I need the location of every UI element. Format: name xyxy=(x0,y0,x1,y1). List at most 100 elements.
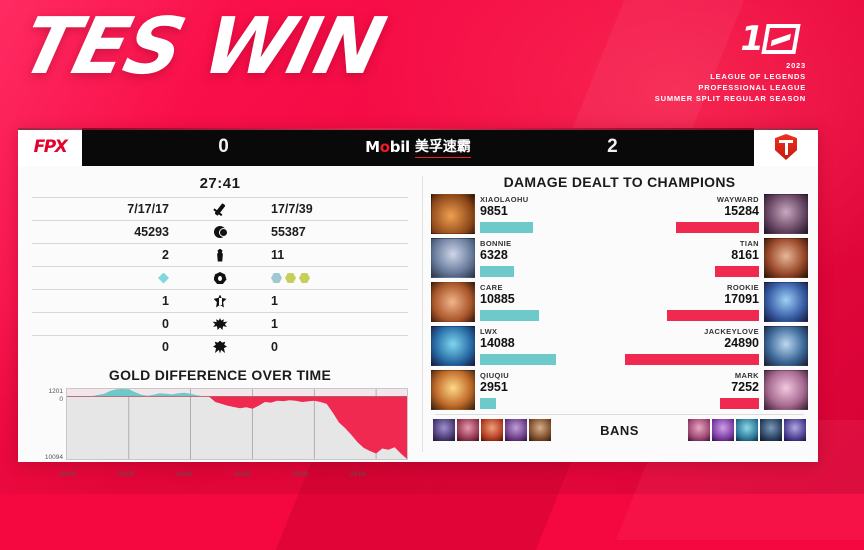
left-team-score: 0 xyxy=(82,136,365,158)
champion-portrait xyxy=(431,282,475,322)
kda-right: 17/7/39 xyxy=(271,202,313,216)
herald-right: 1 xyxy=(271,294,278,308)
herald-icon xyxy=(203,294,237,308)
damage-right: TIAN 8161 xyxy=(620,238,765,280)
dragons-right xyxy=(237,272,408,284)
win-banner-text: TES WIN xyxy=(12,2,392,92)
ban-champion-icon xyxy=(481,419,503,441)
league-caption: 2023 LEAGUE OF LEGENDS PROFESSIONAL LEAG… xyxy=(655,61,806,105)
champion-portrait xyxy=(764,194,808,234)
player-name: XIAOLAOHU xyxy=(480,195,529,204)
y-tick-max: 1201 xyxy=(48,388,63,395)
dragon-cloud-icon xyxy=(271,272,282,284)
y-tick-min: 10094 xyxy=(44,454,63,461)
damage-row: LWX 14088 JACKEYLOVE 24890 xyxy=(431,326,808,368)
damage-value: 14088 xyxy=(480,336,515,350)
damage-title: DAMAGE DEALT TO CHAMPIONS xyxy=(503,174,736,190)
damage-bar xyxy=(714,265,759,277)
left-stats-pane: 27:41 7/17/17 17/7/39 45293 55387 2 11 xyxy=(18,166,422,478)
player-name: LWX xyxy=(480,327,498,336)
bans-label: BANS xyxy=(600,422,639,438)
x-tick: 00:00 xyxy=(60,471,77,478)
damage-value: 2951 xyxy=(480,380,508,394)
damage-row: XIAOLAOHU 9851 WAYWARD 15284 xyxy=(431,194,808,236)
champion-portrait xyxy=(431,370,475,410)
player-name: CARE xyxy=(480,283,503,292)
damage-row: QIUQIU 2951 MARK 7252 xyxy=(431,370,808,412)
damage-bar xyxy=(624,353,759,365)
sponsor-cn-text: 美孚速霸 xyxy=(414,136,471,158)
ban-champion-icon xyxy=(457,419,479,441)
damage-bar xyxy=(480,353,557,365)
champion-portrait xyxy=(431,326,475,366)
baron-left: 0 xyxy=(162,317,169,331)
stat-row-dragons xyxy=(32,266,408,289)
dragons-left xyxy=(32,272,203,284)
gold-difference-area-chart xyxy=(67,389,407,459)
towers-right: 11 xyxy=(271,248,285,262)
league-line-2: PROFESSIONAL LEAGUE xyxy=(698,82,806,92)
card-body: 27:41 7/17/17 17/7/39 45293 55387 2 11 xyxy=(18,166,818,478)
stat-row-elder: 0 0 xyxy=(32,335,408,358)
stat-row-baron: 0 1 xyxy=(32,312,408,335)
elder-left: 0 xyxy=(162,340,169,354)
damage-value: 17091 xyxy=(724,292,759,306)
damage-right: ROOKIE 17091 xyxy=(620,282,765,324)
player-name: WAYWARD xyxy=(716,195,759,204)
dragon-earth-icon xyxy=(299,272,310,284)
player-name: MARK xyxy=(734,371,759,380)
team-logo-tes xyxy=(754,128,818,166)
damage-row: CARE 10885 ROOKIE 17091 xyxy=(431,282,808,324)
damage-left: XIAOLAOHU 9851 xyxy=(475,194,620,236)
gold-chart: 1201 0 10094 xyxy=(32,388,408,470)
elder-right: 0 xyxy=(271,340,278,354)
sponsor-mobil-text: Mobil xyxy=(365,138,410,156)
champion-portrait xyxy=(764,370,808,410)
y-tick-zero: 0 xyxy=(59,396,63,403)
damage-bar xyxy=(480,265,515,277)
damage-right: MARK 7252 xyxy=(620,370,765,412)
scoreboard-bar: FPX 0 Mobil 美孚速霸 2 xyxy=(18,128,818,166)
tower-icon xyxy=(203,248,237,262)
sword-icon xyxy=(203,202,237,216)
lpl-anniversary-logo: 1 xyxy=(655,22,801,56)
damage-left: BONNIE 6328 xyxy=(475,238,620,280)
player-name: BONNIE xyxy=(480,239,512,248)
gold-chart-title: GOLD DIFFERENCE OVER TIME xyxy=(108,367,332,383)
ban-champion-icon xyxy=(760,419,782,441)
match-summary-card: FPX 0 Mobil 美孚速霸 2 27:41 7/17/17 17/7/39… xyxy=(18,128,818,478)
right-score-value: 2 xyxy=(607,136,618,157)
damage-value: 9851 xyxy=(480,204,508,218)
damage-left: LWX 14088 xyxy=(475,326,620,368)
player-name: ROOKIE xyxy=(727,283,759,292)
player-name: QIUQIU xyxy=(480,371,510,380)
ban-champion-icon xyxy=(784,419,806,441)
baron-icon xyxy=(203,318,237,330)
towers-left: 2 xyxy=(162,248,169,262)
logo-digit-zero xyxy=(761,24,801,54)
ban-champion-icon xyxy=(529,419,551,441)
damage-list: XIAOLAOHU 9851 WAYWARD 15284 BONNIE 6328 TIAN 8… xyxy=(431,194,808,412)
damage-value: 8161 xyxy=(731,248,759,262)
x-tick: 10:00 xyxy=(176,471,193,478)
player-name: TIAN xyxy=(739,239,759,248)
kda-left: 7/17/17 xyxy=(127,202,169,216)
fpx-logo-icon: FPX xyxy=(33,137,68,157)
damage-value: 7252 xyxy=(731,380,759,394)
dragon-earth-icon xyxy=(285,272,296,284)
damage-bar xyxy=(719,397,759,409)
chart-plot-area xyxy=(66,388,408,460)
dragon-ocean-icon xyxy=(158,272,169,284)
damage-left: QIUQIU 2951 xyxy=(475,370,620,412)
elder-icon xyxy=(203,340,237,354)
player-name: JACKEYLOVE xyxy=(704,327,759,336)
bans-left-group xyxy=(433,419,551,441)
damage-right: WAYWARD 15284 xyxy=(620,194,765,236)
gold-left: 45293 xyxy=(134,225,169,239)
league-line-1: LEAGUE OF LEGENDS xyxy=(710,71,806,81)
damage-value: 15284 xyxy=(724,204,759,218)
bans-row: BANS xyxy=(431,415,808,441)
damage-bar xyxy=(480,397,496,409)
pane-divider xyxy=(422,176,423,452)
x-tick: 20:00 xyxy=(292,471,309,478)
